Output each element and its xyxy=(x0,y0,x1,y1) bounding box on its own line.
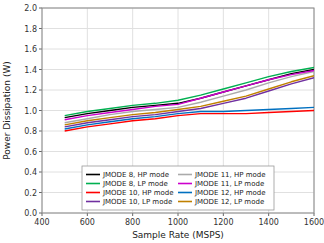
tick-label: 800 xyxy=(125,218,140,227)
series-line xyxy=(65,78,314,127)
tick-label: 0.0 xyxy=(24,209,37,218)
legend-label: JMODE 10, HP mode xyxy=(102,189,174,197)
tick-label: 1.0 xyxy=(24,107,37,116)
tick-label: 0.6 xyxy=(24,148,37,157)
tick-label: 1.8 xyxy=(24,25,37,34)
tick-label: 1.4 xyxy=(24,66,37,75)
series-line xyxy=(65,71,314,120)
legend-label: JMODE 8, HP mode xyxy=(102,171,169,179)
legend-swatch xyxy=(86,192,100,194)
legend-box xyxy=(82,166,274,210)
grid xyxy=(42,8,314,213)
grid-line xyxy=(42,49,314,50)
tick-label: 600 xyxy=(80,218,95,227)
legend-swatch xyxy=(178,201,192,203)
tick-label: 400 xyxy=(34,218,49,227)
grid-line xyxy=(42,69,314,70)
plot-frame xyxy=(42,8,314,213)
legend-label: JMODE 8, LP mode xyxy=(102,180,168,188)
legend-label: JMODE 12, HP mode xyxy=(194,189,266,197)
legend-label: JMODE 11, HP mode xyxy=(194,171,266,179)
legend-label: JMODE 10, LP mode xyxy=(102,198,172,206)
legend-swatch xyxy=(178,192,192,194)
lines xyxy=(65,67,314,131)
legend-swatch xyxy=(86,183,100,185)
legend-swatch xyxy=(86,174,100,176)
tick-label: 1400 xyxy=(258,218,278,227)
series-line xyxy=(65,76,314,125)
tick-label: 2.0 xyxy=(24,4,37,13)
legend-swatch xyxy=(178,174,192,176)
chart: 400 600 800 1000 1200 1400 1600 0.0 0.2 0.4 0.6 0.8… xyxy=(0,0,324,243)
grid-line xyxy=(42,131,314,132)
tick-label: 1.2 xyxy=(24,86,37,95)
grid-line xyxy=(42,28,314,29)
tick-label: 0.8 xyxy=(24,127,37,136)
y-axis-label: Power Dissipation (W) xyxy=(2,61,12,160)
legend: JMODE 8, HP modeJMODE 8, LP modeJMODE 10… xyxy=(82,166,274,210)
tick-label: 1600 xyxy=(304,218,324,227)
legend-swatch xyxy=(86,201,100,203)
tick-label: 0.2 xyxy=(24,189,37,198)
x-axis-label: Sample Rate (MSPS) xyxy=(132,230,224,240)
legend-label: JMODE 12, LP mode xyxy=(194,198,264,206)
tick-label: 1000 xyxy=(168,218,188,227)
tick-label: 1.6 xyxy=(24,45,37,54)
legend-label: JMODE 11, LP mode xyxy=(194,180,264,188)
tick-label: 0.4 xyxy=(24,168,37,177)
legend-swatch xyxy=(178,183,192,185)
grid-line xyxy=(42,151,314,152)
tick-label: 1200 xyxy=(213,218,233,227)
